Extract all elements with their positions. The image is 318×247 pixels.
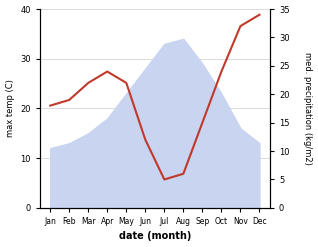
Y-axis label: max temp (C): max temp (C)	[5, 80, 15, 137]
Y-axis label: med. precipitation (kg/m2): med. precipitation (kg/m2)	[303, 52, 313, 165]
X-axis label: date (month): date (month)	[119, 231, 191, 242]
